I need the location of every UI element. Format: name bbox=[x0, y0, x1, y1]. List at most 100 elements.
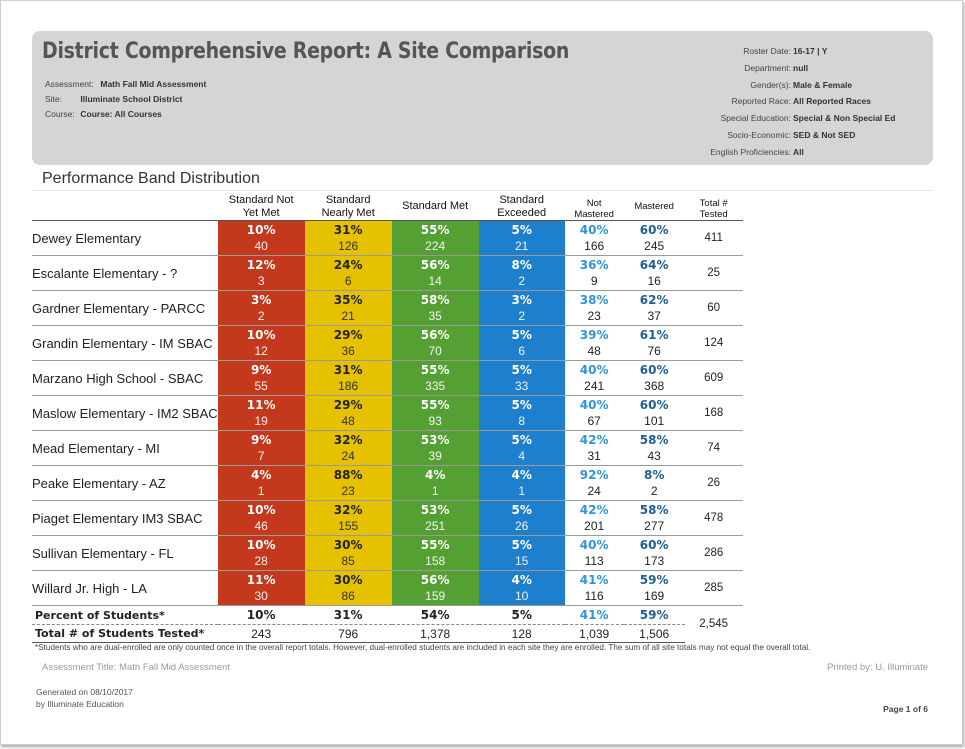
band3-cell: 55% 158 bbox=[391, 535, 479, 571]
meta-value: Illuminate School District bbox=[80, 94, 183, 104]
mastered-percent: 60% bbox=[639, 223, 669, 237]
band-count: 39 bbox=[428, 449, 442, 463]
table-header-row: Standard Not Yet Met Standard Nearly Met S… bbox=[32, 192, 743, 221]
not-mastered-cell: 41% 116 bbox=[564, 570, 624, 606]
band-percent: 8% bbox=[511, 258, 532, 272]
count-summary-label: Total # of Students Tested* bbox=[32, 624, 218, 643]
band-percent: 53% bbox=[420, 503, 450, 517]
mastered-cell: 64% 16 bbox=[623, 255, 685, 291]
total-tested: 285 bbox=[684, 570, 743, 606]
not-mastered-percent: 36% bbox=[579, 258, 609, 272]
band-percent: 56% bbox=[420, 573, 450, 587]
band-percent: 3% bbox=[511, 293, 532, 307]
band4-cell: 4% 1 bbox=[478, 465, 565, 501]
site-name: Piaget Elementary IM3 SBAC bbox=[32, 500, 218, 536]
site-row: Mead Elementary - MI 9% 7 32% 24 53% 39 5% 4 42% 3… bbox=[32, 430, 743, 466]
summary-count: 243 bbox=[217, 624, 305, 643]
mastered-percent: 61% bbox=[639, 328, 669, 342]
mastered-cell: 60% 101 bbox=[623, 395, 685, 431]
meta-right-row: English Proficiencies: All bbox=[655, 144, 888, 161]
mastered-percent: 60% bbox=[639, 398, 669, 412]
mastered-percent: 62% bbox=[639, 293, 669, 307]
band-count: 335 bbox=[425, 379, 446, 393]
band-count: 7 bbox=[257, 449, 265, 463]
band1-cell: 9% 55 bbox=[217, 360, 305, 396]
not-mastered-percent: 42% bbox=[579, 433, 609, 447]
meta-right: Roster Date: 16-17 | Y Department: null Gend… bbox=[655, 43, 895, 161]
generated-info: Generated on 08/10/2017 by Illuminate Ed… bbox=[36, 687, 133, 710]
band-percent: 11% bbox=[246, 398, 276, 412]
band4-header-line2: Exceeded bbox=[497, 207, 547, 219]
total-tested: 609 bbox=[684, 360, 743, 396]
site-name: Maslow Elementary - IM2 SBAC bbox=[32, 395, 218, 431]
band-count: 158 bbox=[425, 554, 446, 568]
band-count: 46 bbox=[254, 519, 268, 533]
band-count: 35 bbox=[428, 309, 442, 323]
mastered-count: 169 bbox=[644, 589, 665, 603]
total-tested: 168 bbox=[684, 395, 743, 431]
band-count: 3 bbox=[257, 274, 265, 288]
assessment-title-footer: Assessment Title: Math Fall Mid Assessme… bbox=[42, 662, 230, 673]
band3-cell: 53% 251 bbox=[391, 500, 479, 536]
not-mastered-cell: 40% 166 bbox=[564, 220, 624, 256]
band1-cell: 10% 46 bbox=[217, 500, 305, 536]
band1-cell: 3% 2 bbox=[217, 290, 305, 326]
band-count: 48 bbox=[341, 414, 355, 428]
band4-cell: 5% 4 bbox=[478, 430, 565, 466]
mastered-cell: 60% 173 bbox=[623, 535, 685, 571]
band-percent: 10% bbox=[246, 328, 276, 342]
band-count: 85 bbox=[341, 554, 355, 568]
band-count: 30 bbox=[254, 589, 268, 603]
band3-cell: 56% 70 bbox=[391, 325, 479, 361]
mastered-percent: 60% bbox=[639, 538, 669, 552]
band3-cell: 55% 335 bbox=[391, 360, 479, 396]
summary-count: 128 bbox=[478, 624, 565, 643]
site-name: Marzano High School - SBAC bbox=[32, 360, 218, 396]
band4-cell: 5% 21 bbox=[478, 220, 565, 256]
band-percent: 55% bbox=[420, 398, 450, 412]
section-title: Performance Band Distribution bbox=[42, 170, 260, 187]
band3-cell: 58% 35 bbox=[391, 290, 479, 326]
band-percent: 5% bbox=[511, 328, 532, 342]
band-count: 93 bbox=[428, 414, 442, 428]
site-row: Dewey Elementary 10% 40 31% 126 55% 224 5% 21 40%… bbox=[32, 220, 743, 256]
not-mastered-count: 201 bbox=[584, 519, 605, 533]
band-count: 1 bbox=[431, 484, 439, 498]
band-percent: 3% bbox=[250, 293, 272, 307]
summary-percent: 31% bbox=[304, 605, 392, 625]
band-percent: 10% bbox=[246, 503, 276, 517]
band2-cell: 88% 23 bbox=[304, 465, 392, 501]
band-count: 224 bbox=[425, 239, 446, 253]
report-header: District Comprehensive Report: A Site Co… bbox=[32, 31, 933, 165]
band-percent: 32% bbox=[333, 503, 363, 517]
meta-value: Course: All Courses bbox=[80, 109, 162, 119]
total-tested: 74 bbox=[684, 430, 743, 466]
band-count: 2 bbox=[518, 309, 526, 323]
not-mastered-count: 23 bbox=[587, 309, 601, 323]
band2-cell: 29% 36 bbox=[304, 325, 392, 361]
total-tested: 25 bbox=[684, 255, 743, 291]
band-count: 6 bbox=[344, 274, 352, 288]
band-percent: 5% bbox=[511, 223, 532, 237]
band-count: 2 bbox=[518, 274, 526, 288]
band-percent: 58% bbox=[420, 293, 450, 307]
mastered-count: 101 bbox=[644, 414, 665, 428]
meta-left: Assessment: Math Fall Mid Assessment Site… bbox=[45, 77, 206, 122]
band-percent: 11% bbox=[246, 573, 276, 587]
band-count: 33 bbox=[514, 379, 529, 393]
band4-cell: 5% 26 bbox=[478, 500, 565, 536]
mastered-count: 277 bbox=[644, 519, 665, 533]
band2-cell: 29% 48 bbox=[304, 395, 392, 431]
band-percent: 10% bbox=[246, 538, 276, 552]
meta-right-row: Socio-Economic: SED & Not SED bbox=[655, 127, 888, 144]
band-count: 126 bbox=[338, 239, 359, 253]
band-percent: 9% bbox=[250, 363, 272, 377]
band-percent: 5% bbox=[511, 398, 532, 412]
band-count: 36 bbox=[341, 344, 355, 358]
band4-cell: 4% 10 bbox=[478, 570, 565, 606]
band2-cell: 24% 6 bbox=[304, 255, 392, 291]
not-mastered-cell: 42% 31 bbox=[564, 430, 624, 466]
band-percent: 30% bbox=[333, 538, 363, 552]
band3-cell: 56% 159 bbox=[391, 570, 479, 606]
